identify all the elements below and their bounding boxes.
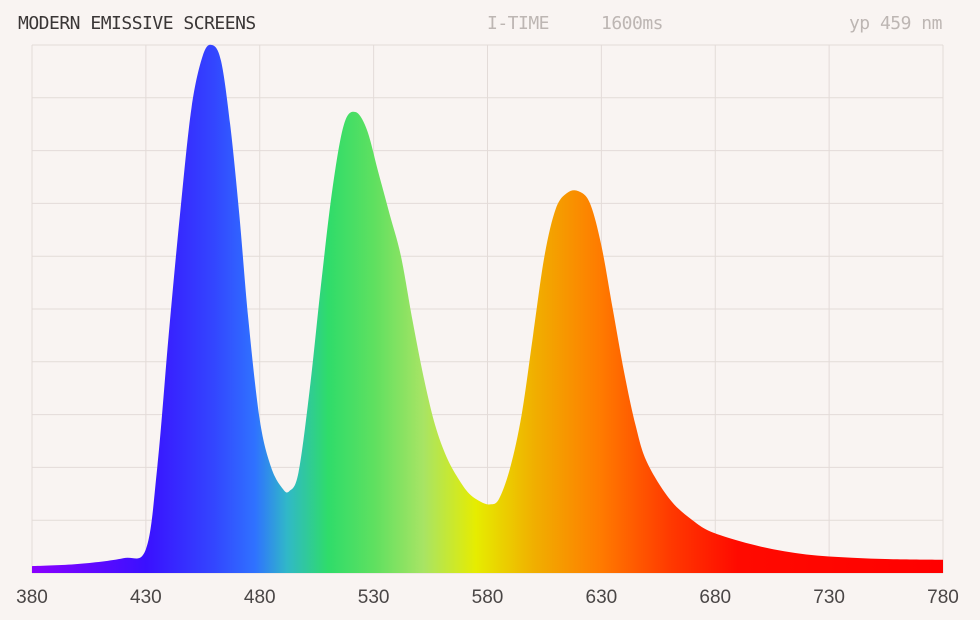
x-tick-label: 730: [813, 587, 845, 608]
x-tick-label: 430: [130, 587, 162, 608]
x-tick-label: 580: [472, 587, 504, 608]
chart-title: MODERN EMISSIVE SCREENS: [18, 13, 256, 34]
x-axis-ticks: 380 430 480 530 580 630 680 730 780: [16, 587, 959, 608]
spectrum-area: [32, 44, 943, 573]
x-tick-label: 530: [358, 587, 390, 608]
x-tick-label: 380: [16, 587, 48, 608]
peak-wavelength-readout: yp 459 nm: [848, 13, 943, 34]
integration-time-label: I-TIME: [487, 13, 550, 34]
x-tick-label: 780: [927, 587, 959, 608]
x-tick-label: 680: [699, 587, 731, 608]
x-tick-label: 480: [244, 587, 276, 608]
x-tick-label: 630: [586, 587, 618, 608]
integration-time-value: 1600ms: [601, 13, 664, 34]
